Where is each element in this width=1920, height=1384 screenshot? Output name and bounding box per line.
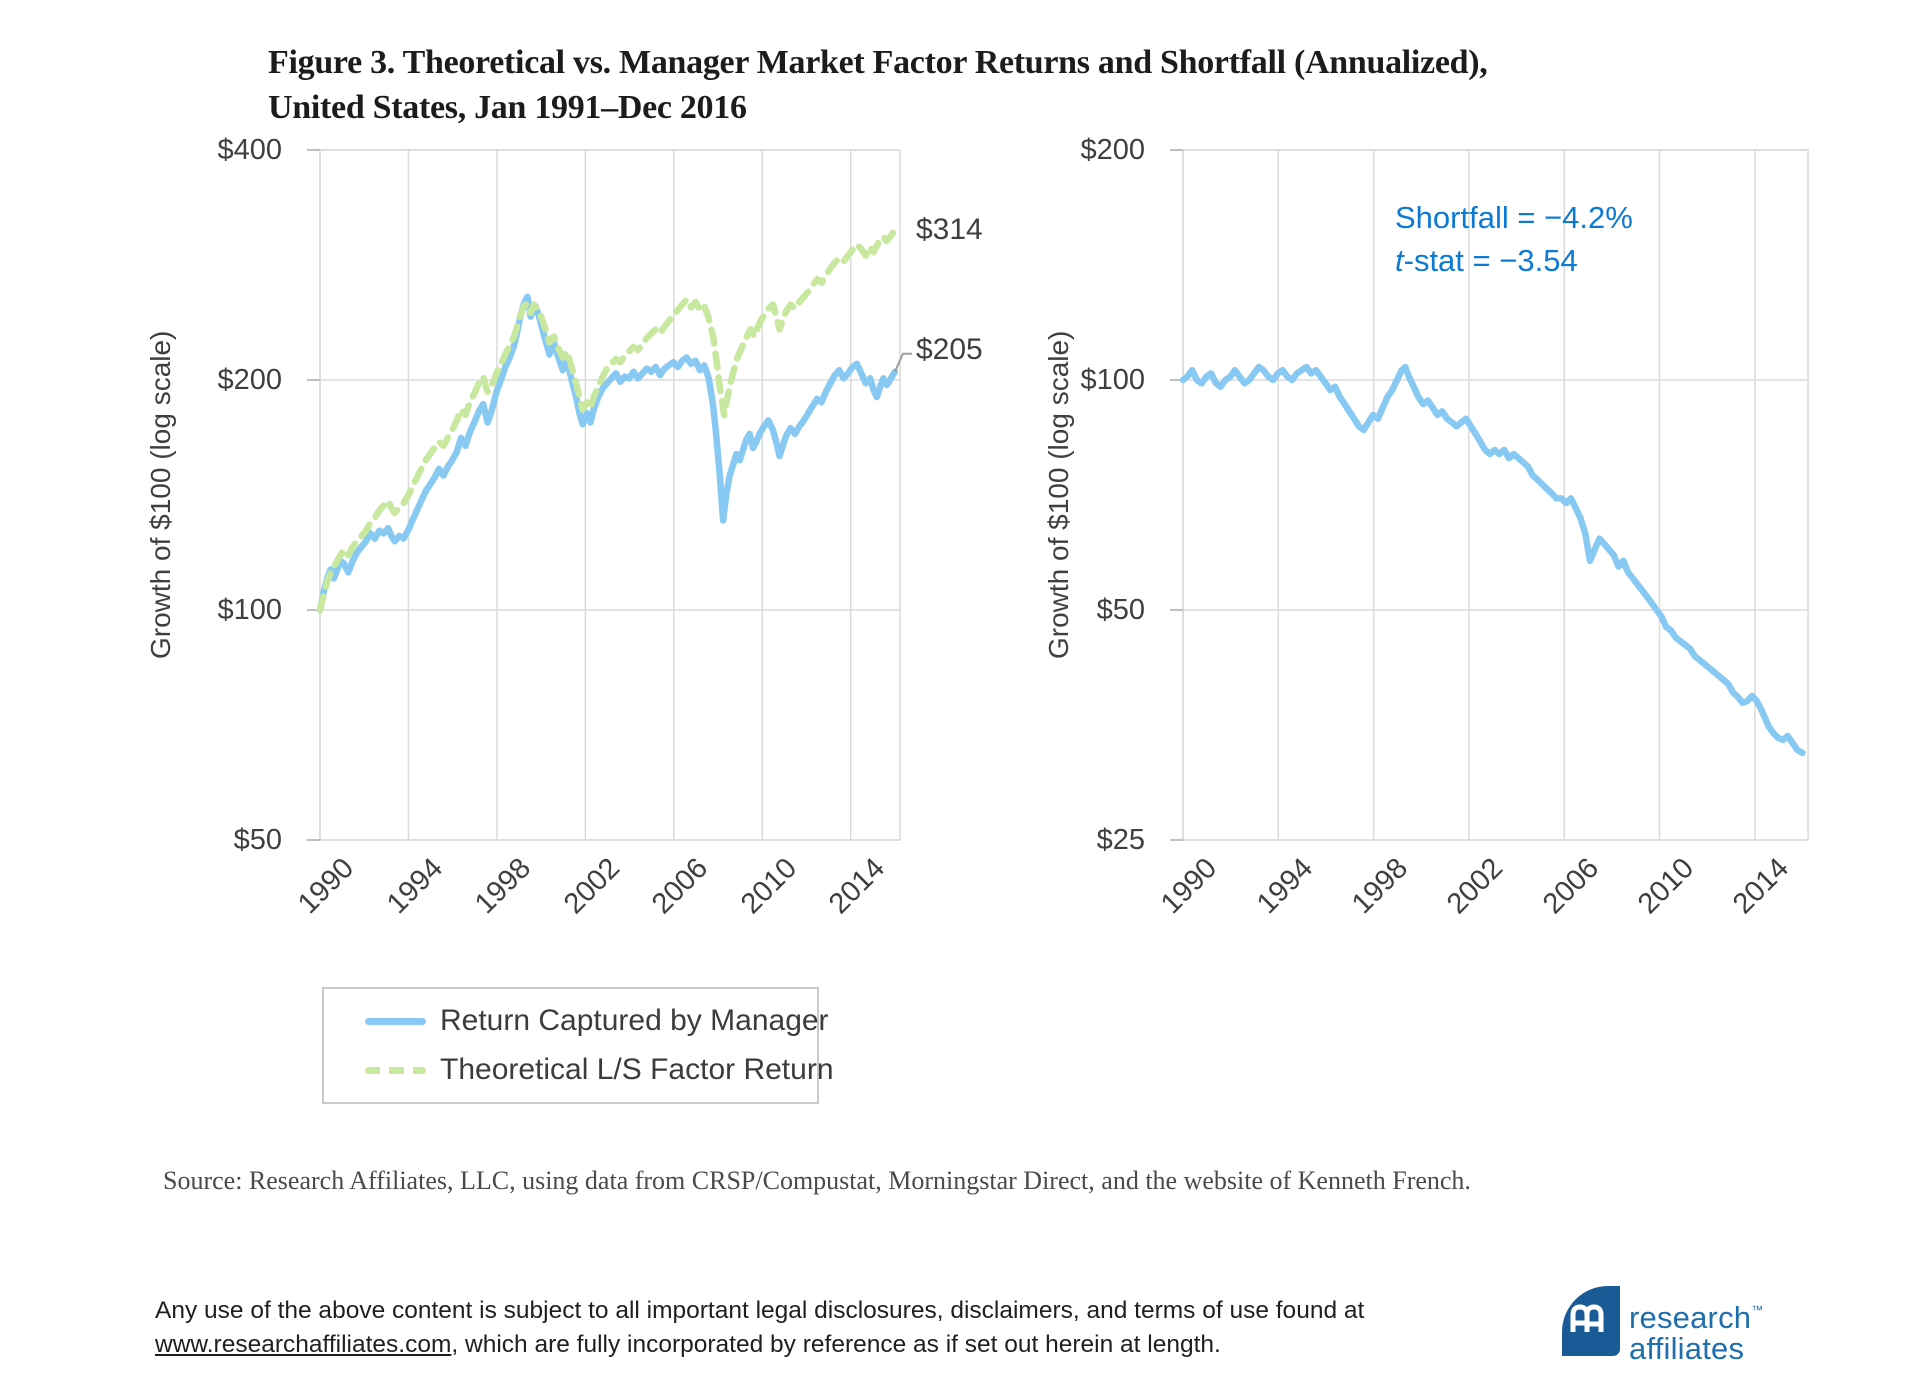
plot-frame [1182, 149, 1809, 841]
x-axis-tick-label: 1998 [469, 852, 538, 921]
x-axis-tick-label: 2014 [1727, 852, 1796, 921]
source-note: Source: Research Affiliates, LLC, using … [163, 1166, 1471, 1195]
y-axis-tick-label: $50 [233, 824, 282, 856]
ra-monogram-icon [1570, 1304, 1604, 1332]
y-axis-tick-label: $100 [1080, 364, 1145, 396]
x-axis-tick-label: 1994 [1250, 852, 1319, 921]
theoretical-line-swatch [365, 1066, 426, 1074]
x-axis-tick-label: 2006 [1536, 852, 1605, 921]
legend-item-manager: Return Captured by Manager [324, 1004, 829, 1038]
plot-frame [319, 149, 901, 841]
disclaimer-text-post: , which are fully incorporated by refere… [451, 1331, 1221, 1358]
x-axis-tick-label: 2002 [557, 852, 626, 921]
y-axis-tick-label: $100 [217, 594, 282, 626]
trademark-symbol: ™ [1751, 1303, 1764, 1317]
manager-line-swatch [365, 1017, 426, 1025]
y-axis-tick-label: $200 [1080, 134, 1145, 166]
y-axis-tick-label: $200 [217, 364, 282, 396]
legend: Return Captured by Manager Theoretical L… [322, 987, 834, 1104]
tstat-italic-t: t [1395, 243, 1404, 278]
legend-item-theoretical: Theoretical L/S Factor Return [324, 1053, 834, 1087]
series-line [316, 227, 899, 614]
x-axis-tick-label: 2002 [1441, 852, 1510, 921]
growth-chart: $205 $314 $400 $200 $100 $50 1990 1994 1998 2002 2… [145, 134, 983, 920]
research-affiliates-logo: research™ affiliates [1562, 1286, 1763, 1364]
shortfall-chart: $200 $100 $50 $25 1990 1994 1998 2002 2006 2010 20… [1043, 134, 1809, 920]
y-axis-title: Growth of $100 (log scale) [1043, 330, 1074, 660]
plot-canvas [1170, 149, 1809, 841]
legend-label: Theoretical L/S Factor Return [440, 1053, 834, 1086]
plot-canvas [307, 149, 912, 841]
shortfall-annotation: Shortfall = −4.2% t-stat = −3.54 [1395, 196, 1633, 282]
logo-wordmark: research™ affiliates [1629, 1295, 1763, 1364]
label-leader-line [893, 352, 912, 373]
y-axis-tick-label: $50 [1096, 594, 1145, 626]
figure-title-line2: United States, Jan 1991–Dec 2016 [268, 89, 747, 126]
x-axis-tick-label: 1998 [1346, 852, 1415, 921]
series-line [1179, 363, 1806, 757]
series-end-value-label: $314 [916, 213, 983, 247]
series-line [316, 293, 899, 614]
y-axis-tick-label: $400 [217, 134, 282, 166]
shortfall-value-text: Shortfall = −4.2% [1395, 200, 1633, 235]
x-axis-tick-label: 1990 [292, 852, 361, 921]
x-axis-tick-label: 2006 [646, 852, 715, 921]
tstat-rest: -stat = −3.54 [1403, 243, 1578, 278]
tstat-value-text: t-stat = −3.54 [1395, 239, 1633, 282]
logo-word-research: research [1629, 1300, 1752, 1335]
legend-label: Return Captured by Manager [440, 1004, 829, 1037]
legal-disclaimer: Any use of the above content is subject … [155, 1294, 1375, 1362]
x-axis-tick-label: 2010 [1631, 852, 1701, 921]
x-axis-tick-label: 1990 [1155, 852, 1224, 921]
y-axis-title: Growth of $100 (log scale) [145, 330, 176, 660]
y-axis-tick-label: $25 [1096, 824, 1145, 856]
x-axis-tick-label: 2010 [734, 852, 803, 921]
figure-title-line1: Figure 3. Theoretical vs. Manager Market… [268, 44, 1488, 81]
series-end-value-label: $205 [916, 332, 983, 366]
logo-word-affiliates: affiliates [1629, 1331, 1745, 1366]
x-axis-tick-label: 1994 [380, 852, 450, 921]
figure-title: Figure 3. Theoretical vs. Manager Market… [268, 40, 1488, 130]
disclaimer-text-pre: Any use of the above content is subject … [155, 1297, 1365, 1324]
researchaffiliates-link[interactable]: www.researchaffiliates.com [155, 1331, 452, 1358]
x-axis-tick-label: 2014 [823, 852, 892, 921]
ra-logo-emblem-icon [1562, 1286, 1620, 1356]
